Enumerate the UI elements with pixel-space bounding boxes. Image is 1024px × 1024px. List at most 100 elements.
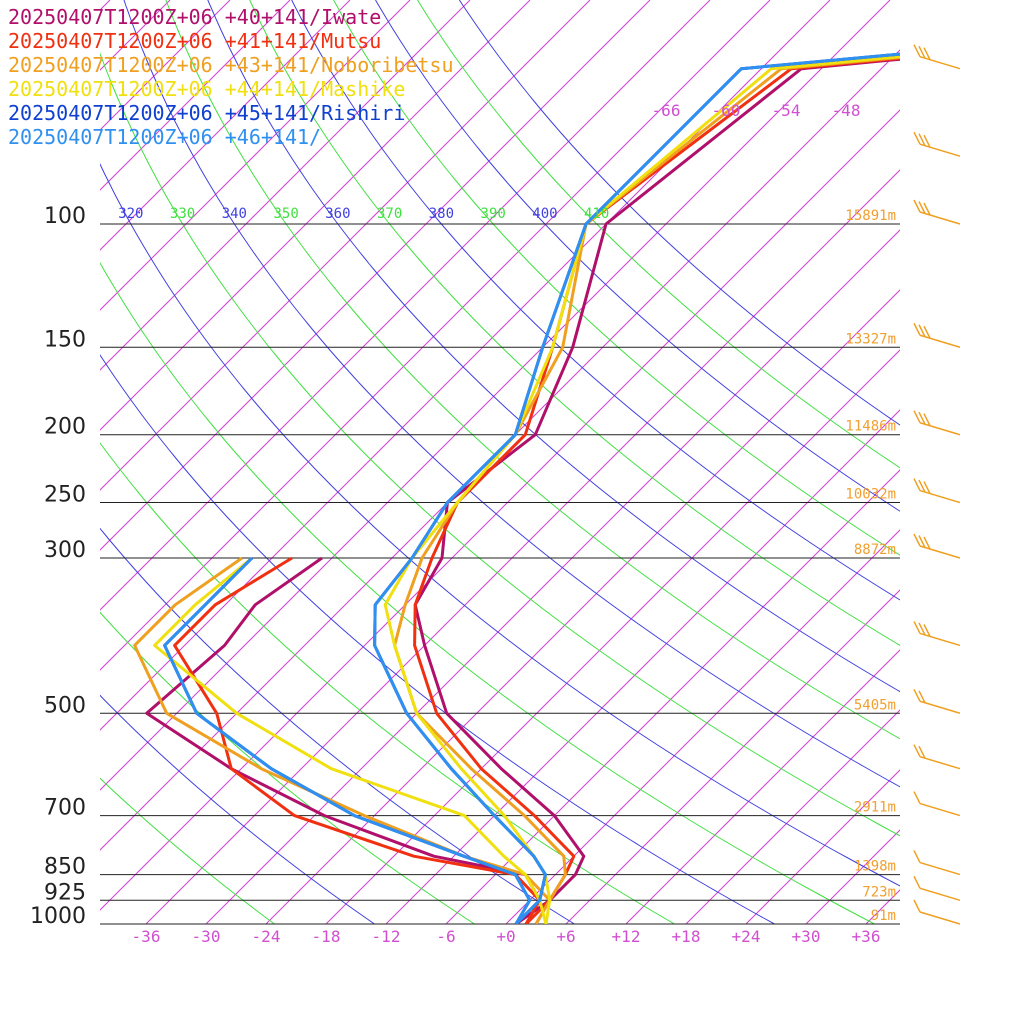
theta-label: 380 — [429, 206, 454, 222]
barb-flag — [918, 745, 926, 759]
isotherm-line — [565, 589, 900, 924]
barb-flag — [918, 622, 926, 636]
pressure-label: 250 — [44, 483, 86, 508]
legend-entry: 20250407T1200Z+06 +40+141/Iwate — [8, 5, 381, 29]
pressure-label: 850 — [44, 855, 86, 880]
barb-flag — [913, 199, 921, 213]
barb-flag — [913, 875, 921, 889]
temperature-tick-label: +30 — [792, 927, 821, 946]
dewpoint-line — [153, 556, 548, 924]
barb-flag — [913, 688, 921, 702]
wind-barb — [913, 131, 961, 157]
wind-barb — [913, 478, 961, 504]
dry-adiabat-line — [100, 162, 900, 887]
sounding-profiles — [133, 52, 900, 924]
dry-adiabat-line — [165, 0, 900, 740]
barb-staff — [919, 911, 961, 925]
temperature-tick-label: +0 — [496, 927, 515, 946]
dewpoint-line — [173, 556, 542, 924]
dry-adiabat-line — [375, 0, 900, 512]
isotherm-line — [100, 0, 591, 491]
barb-flag — [923, 536, 931, 550]
pressure-label: 500 — [44, 693, 86, 718]
wind-barb — [913, 744, 961, 770]
axis-labels: 100 15891m 150 13327m 200 11486m 250 10032m 300 8… — [30, 101, 896, 946]
barb-flag — [918, 201, 926, 214]
barb-flag — [913, 478, 921, 491]
isotherm-line — [926, 0, 1024, 924]
temperature-tick-label: -12 — [372, 927, 401, 946]
isotherm-line — [100, 109, 900, 911]
legend-entry: 20250407T1200Z+06 +46+141/ — [8, 125, 321, 149]
barb-flag — [923, 134, 931, 148]
isotherm-line — [385, 409, 900, 924]
upper-isotherm-label: -66 — [652, 101, 681, 120]
height-label: 8872m — [854, 542, 896, 558]
isotherm-line — [100, 0, 351, 251]
barb-flag — [918, 45, 926, 59]
isotherm-line — [100, 0, 711, 611]
barb-flag — [923, 47, 931, 61]
barb-flag — [918, 133, 926, 146]
barb-staff — [919, 861, 961, 876]
dry-adiabat-line — [458, 0, 900, 426]
wind-barb — [913, 791, 961, 817]
barb-flag — [923, 481, 931, 494]
height-label: 5405m — [854, 697, 896, 713]
isotherm-line — [685, 709, 900, 924]
dry-adiabat-line — [333, 0, 900, 556]
barb-flag — [913, 621, 921, 634]
isobar-lines — [100, 223, 900, 925]
temperature-tick-label: +18 — [672, 927, 701, 946]
temperature-tick-label: -24 — [252, 927, 281, 946]
height-label: 11486m — [845, 419, 896, 435]
isotherm-line — [986, 0, 1024, 924]
barb-staff — [919, 489, 961, 504]
height-label: 13327m — [845, 331, 896, 347]
temperature-tick-label: -30 — [192, 927, 221, 946]
legend-entry: 20250407T1200Z+06 +41+141/Mutsu — [8, 29, 381, 53]
isotherm-line — [100, 0, 291, 191]
barb-staff — [919, 632, 961, 647]
isotherm-line — [805, 829, 900, 924]
wind-barb — [913, 875, 961, 902]
dry-adiabat-line — [291, 0, 900, 601]
barb-flag — [923, 624, 931, 637]
barb-flag — [918, 324, 926, 338]
barb-flag — [913, 322, 921, 336]
barb-staff — [919, 802, 961, 817]
theta-label: 390 — [481, 206, 506, 222]
dry-adiabat-line — [123, 0, 900, 788]
isotherm-line — [145, 169, 900, 924]
barb-staff — [919, 422, 961, 436]
temperature-tick-label: +6 — [556, 927, 575, 946]
barb-flag — [918, 535, 926, 548]
dry-adiabat-line — [100, 261, 875, 924]
temperature-tick-label: -18 — [312, 927, 341, 946]
isotherm-lines — [100, 0, 1024, 924]
wind-barb — [913, 410, 961, 436]
dry-adiabat-line — [100, 442, 675, 924]
theta-label: 410 — [584, 206, 609, 222]
isotherm-line — [505, 529, 900, 924]
pressure-label: 1000 — [30, 904, 86, 929]
height-label: 1398m — [854, 859, 896, 875]
isotherm-line — [100, 0, 471, 371]
theta-label: 330 — [170, 206, 195, 222]
isotherm-line — [625, 649, 900, 924]
legend: 20250407T1200Z+06 +40+141/Iwate20250407T… — [8, 5, 454, 149]
dry-adiabat-line — [100, 354, 775, 924]
barb-staff — [919, 211, 961, 225]
dewpoint-line — [163, 556, 532, 924]
pressure-label: 300 — [44, 538, 86, 563]
upper-isotherm-label: -60 — [712, 101, 741, 120]
wind-barb — [913, 533, 961, 559]
barb-flag — [913, 791, 921, 804]
pressure-label: 200 — [44, 415, 86, 440]
legend-entry: 20250407T1200Z+06 +44+141/Mashike — [8, 77, 405, 101]
temperature-line — [373, 52, 900, 924]
upper-isotherm-label: -54 — [772, 101, 801, 120]
legend-entry: 20250407T1200Z+06 +43+141/Noboribetsu — [8, 53, 454, 77]
barb-flag — [918, 479, 926, 493]
